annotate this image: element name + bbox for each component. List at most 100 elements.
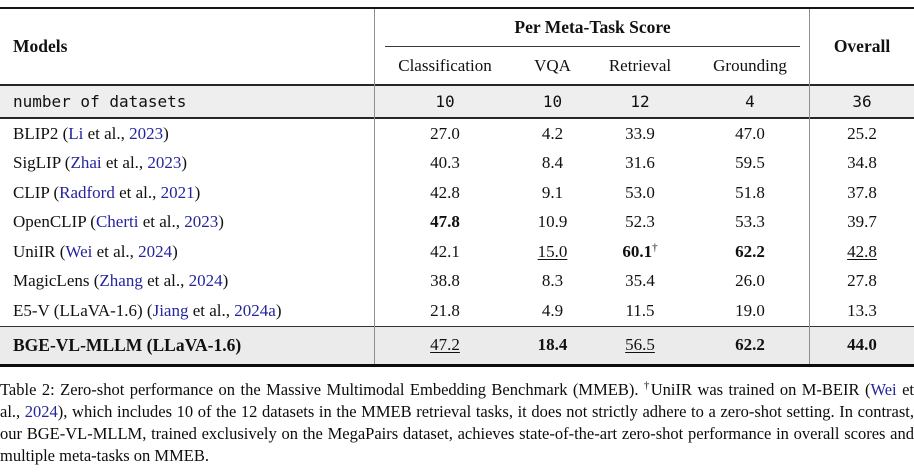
text-segment: E5-V (LLaVA-1.6) (: [13, 300, 153, 320]
table-body: BLIP2 (Li et al., 2023) 27.0 4.2 33.9 47.0 25…: [0, 119, 914, 326]
overall-column-header: Overall: [833, 36, 891, 56]
score-cell: 4: [745, 92, 755, 111]
column-header-grounding: Grounding: [713, 55, 787, 75]
score-cell: 10: [542, 92, 563, 111]
score-cell: 47.0: [735, 123, 765, 143]
text-segment: et al.,: [142, 271, 189, 291]
table-row: MagicLens (Zhang et al., 2024) 38.8 8.3 35.…: [0, 266, 914, 296]
text-segment: OpenCLIP (: [13, 212, 96, 232]
score-cell: 10: [435, 92, 455, 111]
vertical-rule-left: [374, 9, 375, 364]
score-cell: 51.8: [735, 182, 765, 202]
text-segment: BLIP2 (: [13, 123, 69, 143]
datasets-row-label: number of datasets: [13, 92, 187, 111]
text-segment: et al.,: [92, 241, 139, 261]
results-table: Models Per Meta-Task Score Classificatio…: [0, 7, 914, 367]
citation-link[interactable]: Cherti: [95, 212, 139, 232]
score-cell: 56.5: [625, 335, 655, 354]
text-segment: UniIR was trained on M-BEIR (: [650, 379, 871, 399]
score-cell: 60.1†: [622, 241, 658, 261]
score-cell: 35.4: [625, 271, 655, 291]
score-cell: 47.8: [430, 212, 460, 232]
score-cell: 9.1: [541, 182, 564, 202]
score-cell: 8.4: [541, 153, 564, 173]
score-cell: 4.2: [541, 123, 564, 143]
score-cell: 18.4: [537, 335, 568, 354]
models-column-header: Models: [13, 36, 68, 56]
score-cell: 19.0: [735, 300, 765, 320]
citation-link[interactable]: 2024: [188, 271, 223, 291]
citation-link[interactable]: Li: [68, 123, 84, 143]
text-segment: ), which includes 10 of the 12 datasets …: [0, 401, 914, 466]
citation-link[interactable]: 2023: [184, 212, 219, 232]
citation-link[interactable]: 2023: [147, 153, 182, 173]
final-row-separator-rule: [0, 325, 914, 327]
datasets-count-row: number of datasets 10 10 12 4 36: [0, 86, 914, 117]
table-caption: Table 2: Zero-shot performance on the Ma…: [0, 379, 914, 466]
model-name: CLIP (Radford et al., 2021): [0, 183, 375, 203]
text-segment: et al.,: [114, 182, 161, 202]
model-name: BGE-VL-MLLM (LLaVA-1.6): [13, 334, 242, 355]
score-cell: 33.9: [625, 123, 655, 143]
citation-link[interactable]: Wei: [870, 379, 897, 399]
text-segment: et al.,: [188, 300, 235, 320]
citation-link[interactable]: Zhang: [99, 271, 143, 291]
bge-vl-mllm-row: BGE-VL-MLLM (LLaVA-1.6) 47.2 18.4 56.5 62.2…: [0, 326, 914, 364]
score-cell: 31.6: [625, 153, 655, 173]
text-segment: et al.,: [101, 153, 148, 173]
citation-link[interactable]: 2021: [160, 182, 195, 202]
score-cell: 62.2: [735, 335, 765, 354]
citation-link[interactable]: Jiang: [152, 300, 189, 320]
text-segment: ): [218, 212, 224, 232]
score-cell: 13.3: [847, 300, 877, 320]
score-cell: 21.8: [430, 300, 460, 320]
table-row: OpenCLIP (Cherti et al., 2023) 47.8 10.9 52…: [0, 207, 914, 237]
score-cell: 27.0: [430, 123, 460, 143]
citation-link[interactable]: 2024: [24, 401, 58, 421]
score-cell: 47.2: [430, 335, 460, 354]
text-segment: ): [163, 123, 169, 143]
model-name: OpenCLIP (Cherti et al., 2023): [0, 212, 375, 232]
score-cell: 62.2: [735, 241, 765, 261]
text-segment: ): [275, 300, 282, 320]
text-segment: ): [194, 182, 201, 202]
datasets-separator-rule: [0, 117, 914, 119]
score-cell: 12: [630, 92, 650, 111]
table-top-rule: [0, 7, 914, 9]
score-cell: 34.8: [847, 153, 877, 173]
model-name: E5-V (LLaVA-1.6) (Jiang et al., 2024a): [0, 301, 375, 321]
citation-link[interactable]: Radford: [59, 182, 115, 202]
column-header-retrieval: Retrieval: [608, 55, 672, 75]
score-cell: 42.1: [430, 241, 460, 261]
score-cell: 25.2: [847, 123, 877, 143]
meta-task-header-group: Per Meta-Task Score Classification VQA Ret…: [375, 9, 810, 84]
score-cell: 53.0: [625, 182, 655, 202]
citation-link[interactable]: Zhai: [70, 153, 102, 173]
score-cell: 42.8: [430, 182, 460, 202]
score-cell: 27.8: [847, 271, 877, 291]
table-row: BLIP2 (Li et al., 2023) 27.0 4.2 33.9 47.0 25…: [0, 119, 914, 149]
text-segment: et al.,: [0, 379, 914, 421]
text-segment: Table 2: Zero-shot performance on the Ma…: [0, 379, 644, 399]
citation-link[interactable]: 2024: [138, 241, 173, 261]
citation-link[interactable]: Wei: [65, 241, 93, 261]
citation-link[interactable]: 2024a: [234, 300, 276, 320]
score-cell: 8.3: [541, 271, 564, 291]
score-cell: 53.3: [735, 212, 765, 232]
table-bottom-rule: [0, 363, 914, 367]
text-segment: et al.,: [83, 123, 130, 143]
table-row: UniIR (Wei et al., 2024) 42.1 15.0 60.1† 62.…: [0, 237, 914, 267]
table-header: Models Per Meta-Task Score Classificatio…: [0, 9, 914, 84]
score-cell: 39.7: [847, 212, 877, 232]
score-cell: 10.9: [537, 212, 568, 232]
vertical-rule-right: [809, 9, 810, 364]
score-cell: 52.3: [625, 212, 655, 232]
citation-link[interactable]: 2023: [129, 123, 164, 143]
score-cell: 40.3: [430, 153, 460, 173]
table-row: SigLIP (Zhai et al., 2023) 40.3 8.4 31.6 59.…: [0, 148, 914, 178]
text-segment: UniIR (: [13, 241, 66, 261]
per-meta-task-score-header: Per Meta-Task Score: [385, 9, 800, 47]
column-header-classification: Classification: [398, 55, 492, 75]
score-cell: 38.8: [430, 271, 460, 291]
